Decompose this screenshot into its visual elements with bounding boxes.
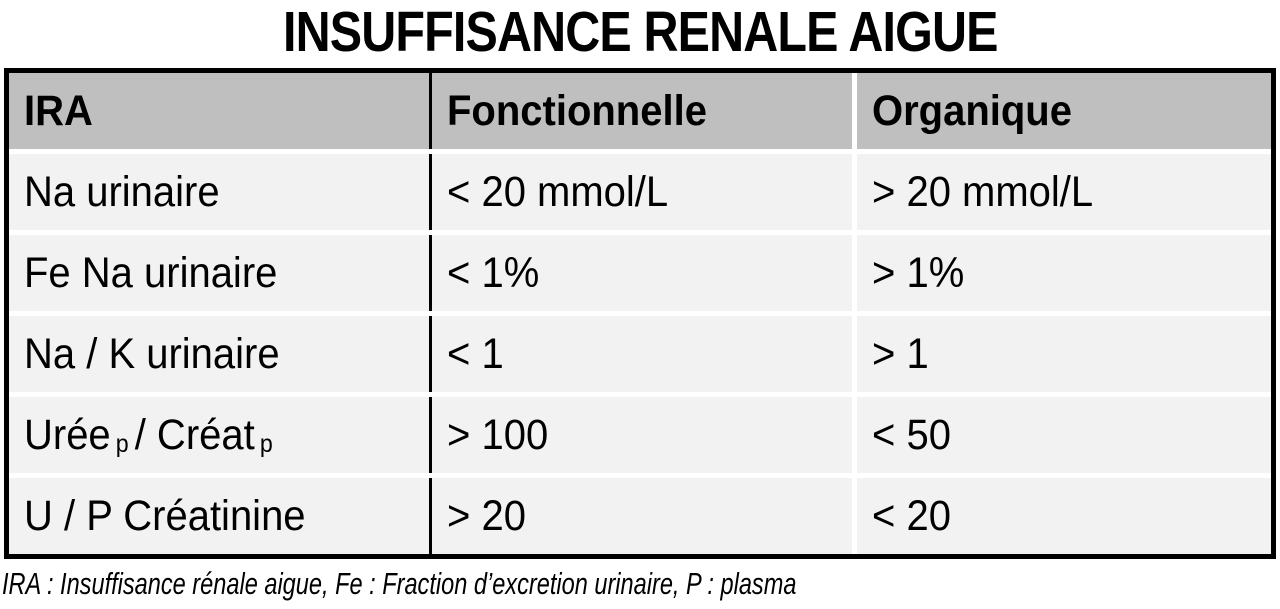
fonctionnelle-value: > 100 xyxy=(447,410,549,459)
page-title: INSUFFISANCE RENALE AIGUE xyxy=(0,0,1280,68)
fonctionnelle-value-cell: < 1% xyxy=(429,235,852,311)
row-label-cell: U / P Créatinine xyxy=(9,478,430,554)
row-label-cell: Na / K urinaire xyxy=(9,316,430,392)
fonctionnelle-value-cell: > 100 xyxy=(429,397,852,473)
fonctionnelle-value: < 20 mmol/L xyxy=(447,167,669,216)
organique-value-cell: > 1% xyxy=(857,235,1271,311)
organique-value-cell: < 50 xyxy=(857,397,1271,473)
fonctionnelle-value-cell: > 20 xyxy=(429,478,852,554)
row-label: Na urinaire xyxy=(24,167,220,216)
organique-value: > 20 mmol/L xyxy=(872,167,1094,216)
table-row-fe-na-urinaire: Fe Na urinaire < 1% > 1% xyxy=(9,235,1271,311)
table-row-na-k-urinaire: Na / K urinaire < 1 > 1 xyxy=(9,316,1271,392)
organique-value: < 20 xyxy=(872,491,951,540)
organique-value-cell: > 1 xyxy=(857,316,1271,392)
table-header-row: IRA Fonctionnelle Organique xyxy=(9,73,1271,149)
uree-label: Urée xyxy=(24,410,111,459)
plasma-subscript: p xyxy=(259,429,273,458)
table-row-na-urinaire: Na urinaire < 20 mmol/L > 20 mmol/L xyxy=(9,154,1271,230)
row-label: Na / K urinaire xyxy=(24,329,280,378)
organique-value-cell: > 20 mmol/L xyxy=(857,154,1271,230)
table-row-u-p-creatinine: U / P Créatinine > 20 < 20 xyxy=(9,478,1271,554)
page-title-text: INSUFFISANCE RENALE AIGUE xyxy=(282,0,998,64)
row-label-cell: Na urinaire xyxy=(9,154,430,230)
organique-value: < 50 xyxy=(872,410,951,459)
row-label-cell: Urée p / Créat p xyxy=(9,397,430,473)
header-cell-ira: IRA xyxy=(9,73,430,149)
row-label: Fe Na urinaire xyxy=(24,248,278,297)
creat-label: / Créat xyxy=(134,410,255,459)
fonctionnelle-value: > 20 xyxy=(447,491,527,540)
header-fonctionnelle-label: Fonctionnelle xyxy=(447,86,708,135)
row-label: Urée p / Créat p xyxy=(24,411,279,460)
plasma-subscript: p xyxy=(115,429,129,458)
fonctionnelle-value: < 1% xyxy=(447,248,540,297)
header-ira-label: IRA xyxy=(24,86,93,135)
footnote-text: IRA : Insuffisance rénale aigue, Fe : Fr… xyxy=(2,566,797,601)
fonctionnelle-value: < 1 xyxy=(447,329,504,378)
row-label: U / P Créatinine xyxy=(24,491,306,540)
footnote: IRA : Insuffisance rénale aigue, Fe : Fr… xyxy=(2,566,1280,602)
header-organique-label: Organique xyxy=(872,86,1072,135)
organique-value-cell: < 20 xyxy=(857,478,1271,554)
ira-comparison-table: IRA Fonctionnelle Organique Na urinaire … xyxy=(4,68,1276,559)
organique-value: > 1% xyxy=(872,248,965,297)
row-label-cell: Fe Na urinaire xyxy=(9,235,430,311)
table-row-uree-creat: Urée p / Créat p > 100 < 50 xyxy=(9,397,1271,473)
fonctionnelle-value-cell: < 1 xyxy=(429,316,852,392)
organique-value: > 1 xyxy=(872,329,929,378)
header-cell-organique: Organique xyxy=(857,73,1271,149)
fonctionnelle-value-cell: < 20 mmol/L xyxy=(429,154,852,230)
header-cell-fonctionnelle: Fonctionnelle xyxy=(429,73,852,149)
